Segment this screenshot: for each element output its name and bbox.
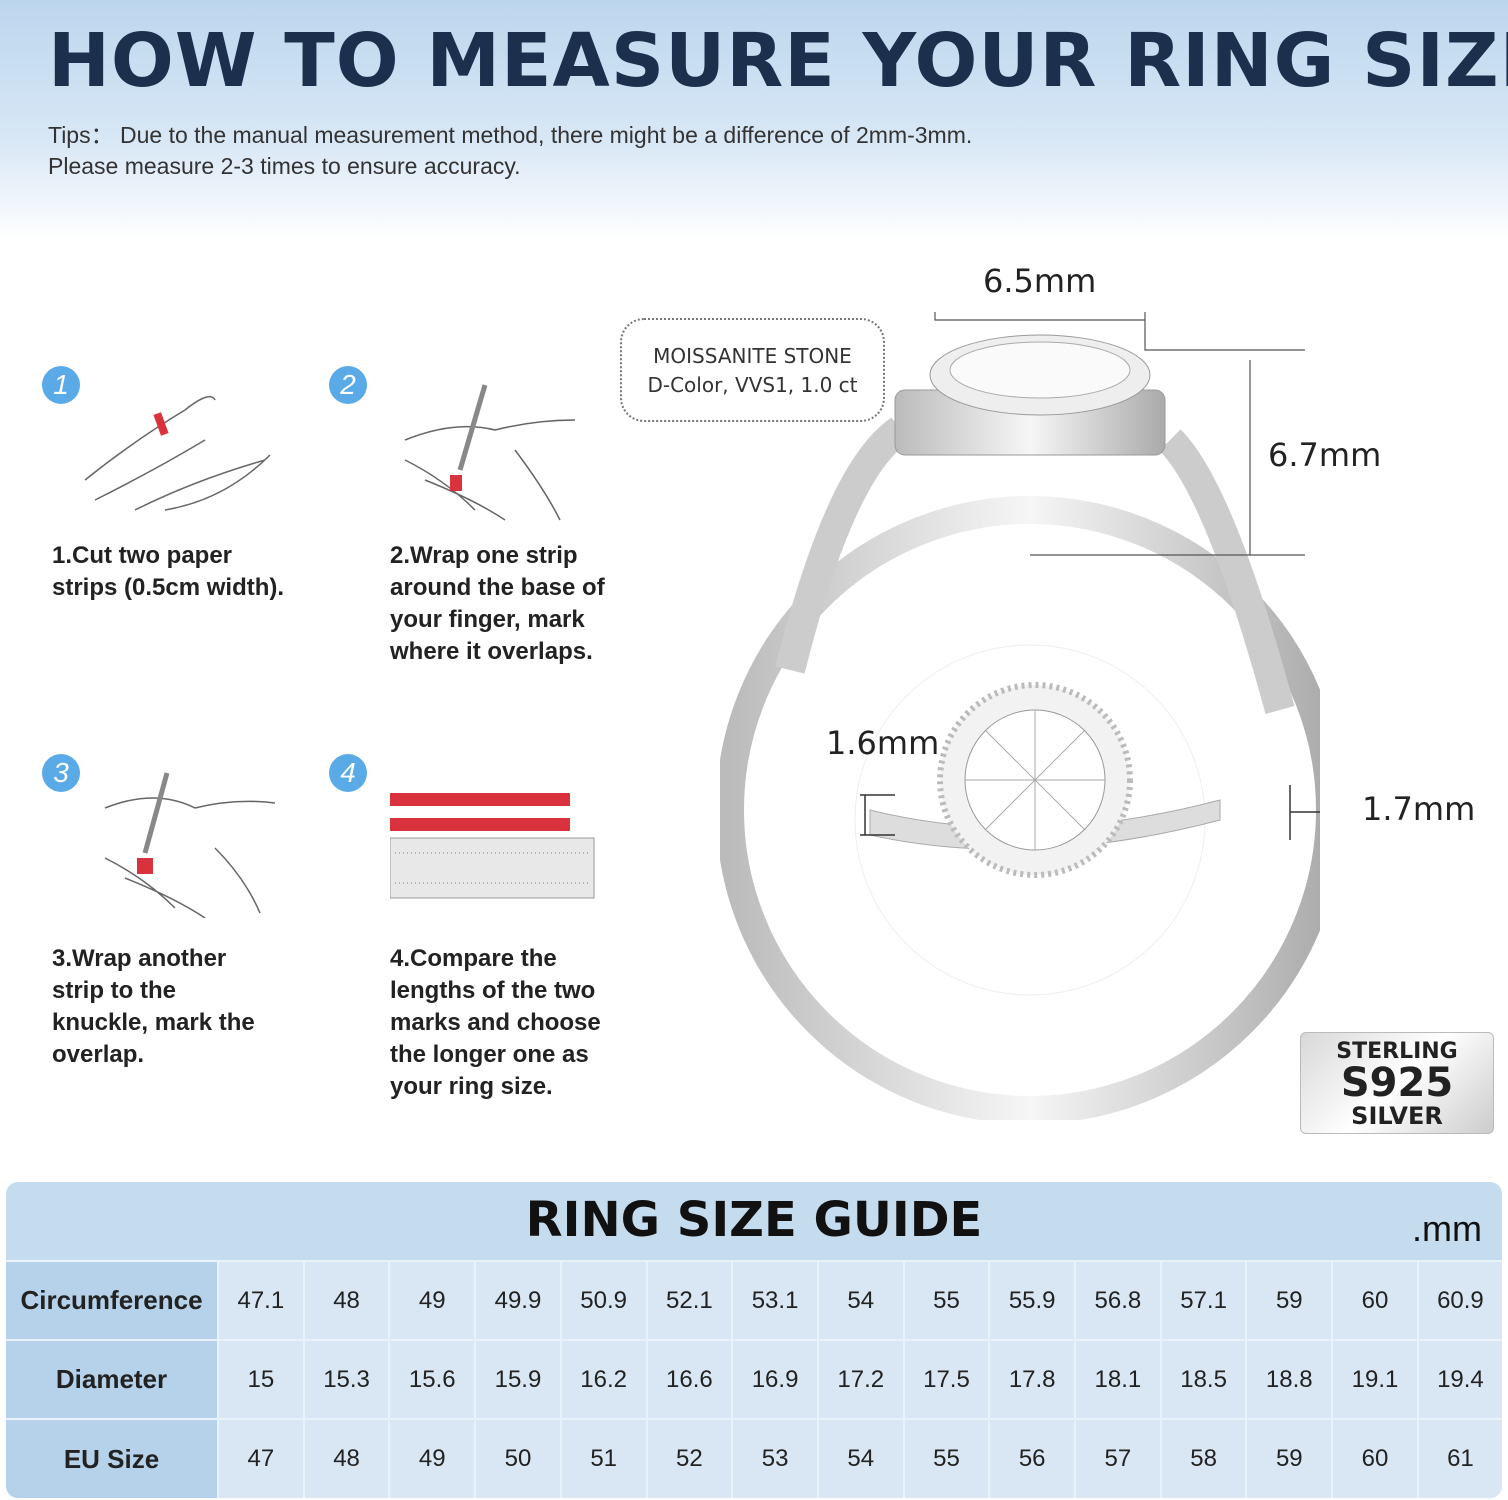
table-cell: 48 bbox=[302, 1418, 390, 1498]
table-cell: 57.1 bbox=[1159, 1260, 1247, 1340]
step-1-line: strips (0.5cm width). bbox=[52, 574, 285, 601]
ring-size-guide: RING SIZE GUIDE .mm Circumference 47.1 48 4… bbox=[6, 1182, 1502, 1498]
table-cell: 16.2 bbox=[559, 1339, 647, 1419]
stone-grade: D-Color, VVS1, 1.0 ct bbox=[647, 373, 858, 397]
stone-width-label: 6.5mm bbox=[983, 262, 1097, 300]
step-2-line: where it overlaps. bbox=[390, 638, 593, 665]
table-cell: 17.2 bbox=[816, 1339, 904, 1419]
step-4-line: 4.Compare the bbox=[390, 945, 557, 972]
step-4-line: marks and choose bbox=[390, 1009, 601, 1036]
table-cell: 47.1 bbox=[217, 1260, 304, 1340]
table-cell: 57 bbox=[1074, 1418, 1161, 1498]
table-row: Diameter 15 15.3 15.6 15.9 16.2 16.6 16.9 17.2 17… bbox=[6, 1339, 1502, 1419]
table-cell: 54 bbox=[816, 1418, 904, 1498]
step-2-line: around the base of bbox=[390, 574, 605, 601]
table-cell: 59 bbox=[1245, 1418, 1333, 1498]
table-cell: 53 bbox=[731, 1418, 818, 1498]
table-cell: 15.6 bbox=[388, 1339, 476, 1419]
table-cell: 50.9 bbox=[559, 1260, 647, 1340]
step-3-line: strip to the bbox=[52, 977, 176, 1004]
step-1-badge: 1 bbox=[42, 366, 80, 404]
table-cell: 18.1 bbox=[1074, 1339, 1161, 1419]
step-4-line: the longer one as bbox=[390, 1041, 589, 1068]
step-1-text: 1.Cut two paper strips (0.5cm width). bbox=[52, 540, 284, 604]
step-3-text: 3.Wrap another strip to the knuckle, mark … bbox=[52, 943, 255, 1071]
table-cell: 18.8 bbox=[1245, 1339, 1333, 1419]
step-3-line: overlap. bbox=[52, 1041, 145, 1068]
table-row: EU Size 47 48 49 50 51 52 53 54 55 56 57 58 59 60 61 bbox=[6, 1418, 1502, 1498]
table-cell: 49 bbox=[388, 1418, 476, 1498]
table-cell: 55 bbox=[902, 1418, 990, 1498]
ring-illustration bbox=[720, 312, 1320, 1120]
step-4-badge: 4 bbox=[329, 754, 367, 792]
band-left-width-label: 1.6mm bbox=[826, 724, 940, 762]
table-cell: 54 bbox=[816, 1260, 904, 1340]
row-header: Circumference bbox=[6, 1260, 218, 1340]
table-cell: 47 bbox=[217, 1418, 304, 1498]
table-cell: 19.4 bbox=[1416, 1339, 1502, 1419]
step-1-line: 1.Cut two paper bbox=[52, 542, 233, 569]
stone-callout: MOISSANITE STONE D-Color, VVS1, 1.0 ct bbox=[620, 318, 885, 422]
table-cell: 58 bbox=[1159, 1418, 1247, 1498]
step-3-line: knuckle, mark the bbox=[52, 1009, 255, 1036]
step-3-line: 3.Wrap another bbox=[52, 945, 227, 972]
table-cell: 17.5 bbox=[902, 1339, 990, 1419]
table-cell: 53.1 bbox=[731, 1260, 818, 1340]
step-2-text: 2.Wrap one strip around the base of your f… bbox=[390, 540, 605, 668]
table-cell: 18.5 bbox=[1159, 1339, 1247, 1419]
table-cell: 50 bbox=[474, 1418, 561, 1498]
header-banner bbox=[0, 0, 1508, 240]
table-cell: 48 bbox=[302, 1260, 390, 1340]
table-cell: 56.8 bbox=[1074, 1260, 1161, 1340]
table-cell: 17.8 bbox=[988, 1339, 1076, 1419]
table-cell: 16.9 bbox=[731, 1339, 818, 1419]
step-4-line: your ring size. bbox=[390, 1073, 553, 1100]
stone-type: MOISSANITE STONE bbox=[653, 344, 852, 368]
step-3-badge: 3 bbox=[42, 754, 80, 792]
tips-line-1: Tips： Due to the manual measurement meth… bbox=[48, 122, 973, 148]
table-cell: 49 bbox=[388, 1260, 476, 1340]
table-cell: 59 bbox=[1245, 1260, 1333, 1340]
badge-line-1: STERLING bbox=[1336, 1039, 1458, 1064]
step-2-line: 2.Wrap one strip bbox=[390, 542, 578, 569]
table-row: Circumference 47.1 48 49 49.9 50.9 52.1 53.1 54 5… bbox=[6, 1260, 1502, 1340]
table-cell: 19.1 bbox=[1331, 1339, 1418, 1419]
size-guide-unit: .mm bbox=[1412, 1208, 1482, 1249]
tips-line-2: Please measure 2-3 times to ensure accur… bbox=[48, 153, 521, 179]
table-cell: 51 bbox=[559, 1418, 647, 1498]
table-cell: 52.1 bbox=[645, 1260, 733, 1340]
table-cell: 60 bbox=[1331, 1260, 1418, 1340]
step-4-line: lengths of the two bbox=[390, 977, 596, 1004]
table-cell: 15.9 bbox=[474, 1339, 561, 1419]
stone-height-label: 6.7mm bbox=[1268, 436, 1382, 474]
hand-wrap-knuckle-illustration bbox=[104, 772, 276, 918]
table-cell: 49.9 bbox=[474, 1260, 561, 1340]
table-cell: 60.9 bbox=[1416, 1260, 1502, 1340]
table-cell: 55 bbox=[902, 1260, 990, 1340]
step-4-text: 4.Compare the lengths of the two marks and… bbox=[390, 943, 601, 1103]
step-2-line: your finger, mark bbox=[390, 606, 585, 633]
table-cell: 61 bbox=[1416, 1418, 1502, 1498]
band-right-width-label: 1.7mm bbox=[1362, 790, 1476, 828]
table-cell: 15.3 bbox=[302, 1339, 390, 1419]
sterling-silver-badge: STERLING S925 SILVER bbox=[1300, 1032, 1494, 1134]
row-header: Diameter bbox=[6, 1339, 218, 1419]
badge-line-2: S925 bbox=[1340, 1060, 1454, 1106]
table-cell: 60 bbox=[1331, 1418, 1418, 1498]
ruler-strips-illustration bbox=[390, 793, 595, 899]
table-cell: 55.9 bbox=[988, 1260, 1076, 1340]
badge-line-3: SILVER bbox=[1351, 1102, 1443, 1130]
hand-cut-strip-illustration bbox=[84, 395, 271, 511]
table-cell: 16.6 bbox=[645, 1339, 733, 1419]
hand-wrap-base-illustration bbox=[404, 384, 576, 521]
table-cell: 56 bbox=[988, 1418, 1076, 1498]
table-cell: 15 bbox=[217, 1339, 304, 1419]
table-cell: 52 bbox=[645, 1418, 733, 1498]
step-2-badge: 2 bbox=[329, 366, 367, 404]
page-title: HOW TO MEASURE YOUR RING SIZE bbox=[48, 18, 1508, 104]
size-table: Circumference 47.1 48 49 49.9 50.9 52.1 53.1 54 5… bbox=[6, 1260, 1502, 1498]
size-guide-title: RING SIZE GUIDE bbox=[525, 1192, 983, 1248]
tips: Tips： Due to the manual measurement meth… bbox=[48, 120, 972, 182]
row-header: EU Size bbox=[6, 1418, 218, 1498]
